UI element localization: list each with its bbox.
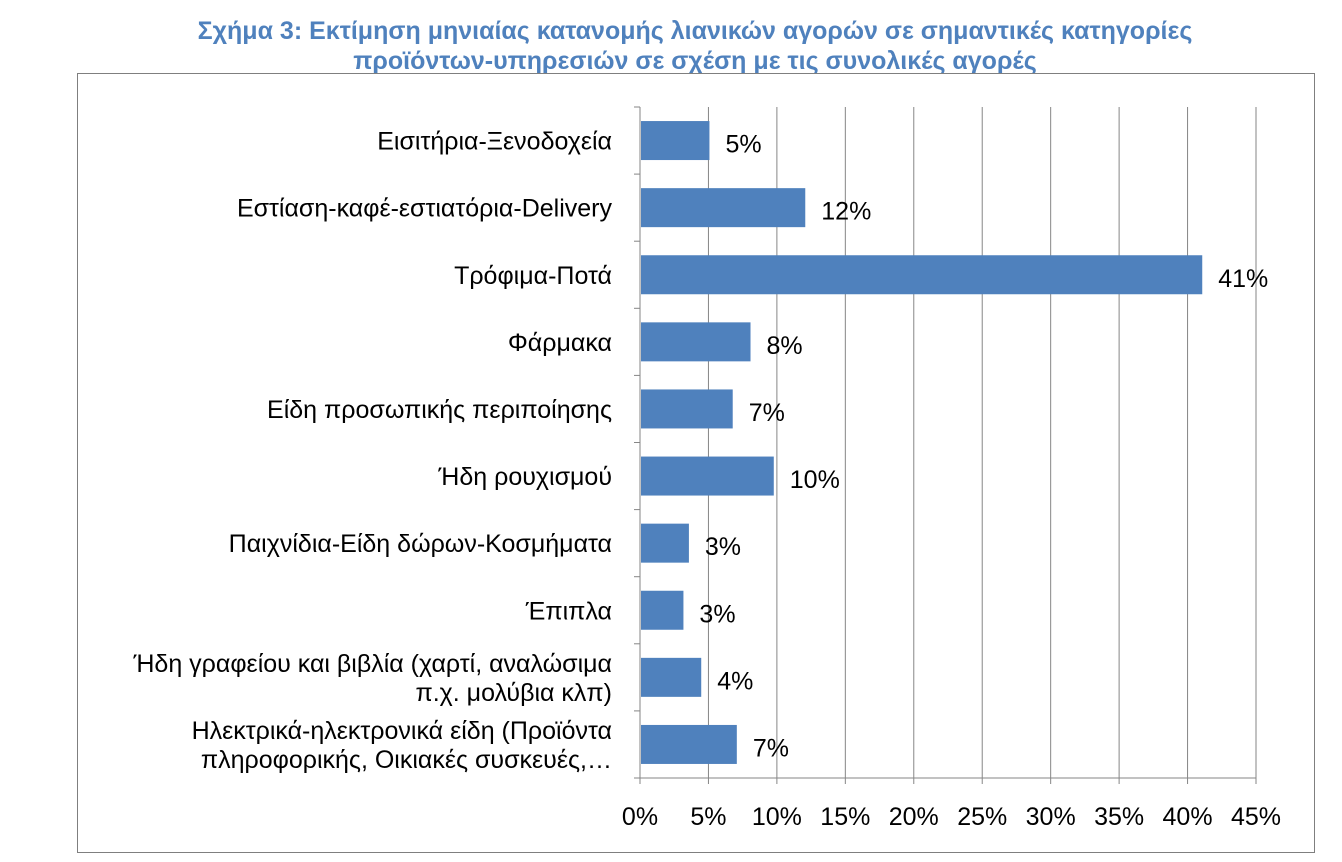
chart-frame (77, 73, 1315, 853)
category-label: Φάρμακα (508, 329, 612, 357)
category-label: π.χ. μολύβια κλπ) (415, 679, 612, 707)
data-label: 7% (749, 399, 785, 427)
x-tick-label: 0% (622, 803, 658, 831)
x-tick-label: 15% (820, 803, 870, 831)
x-tick-label: 45% (1231, 803, 1281, 831)
chart-title: Σχήμα 3: Εκτίμηση μηνιαίας κατανομής λια… (0, 16, 1342, 76)
bar (641, 456, 774, 496)
category-label: Ήδη γραφείου και βιβλία (χαρτί, αναλώσιμ… (132, 650, 612, 678)
x-tick-label: 30% (1026, 803, 1076, 831)
category-label: Εστίαση-καφέ-εστιατόρια-Delivery (237, 195, 613, 223)
x-tick-label: 35% (1094, 803, 1144, 831)
data-label: 4% (717, 667, 753, 695)
category-label: Έπιπλα (525, 597, 612, 625)
category-label: Παιχνίδια-Είδη δώρων-Κοσμήματα (229, 530, 612, 558)
data-label: 3% (699, 600, 735, 628)
bar (641, 188, 806, 228)
bar (641, 590, 684, 630)
x-tick-label: 25% (957, 803, 1007, 831)
data-label: 8% (767, 332, 803, 360)
data-label: 3% (705, 533, 741, 561)
category-label: Είδη προσωπικής περιποίησης (267, 396, 612, 424)
category-label: Ηλεκτρικά-ηλεκτρονικά είδη (Προϊόντα (192, 717, 612, 745)
chart-title-line-1: Σχήμα 3: Εκτίμηση μηνιαίας κατανομής λια… (197, 17, 1193, 45)
category-label: πληροφορικής, Οικιακές συσκευές,… (201, 746, 612, 774)
category-label: Εισιτήρια-Ξενοδοχεία (377, 128, 612, 156)
bar (641, 255, 1203, 295)
x-tick-label: 20% (889, 803, 939, 831)
x-tick-label: 10% (752, 803, 802, 831)
x-tick-label: 5% (690, 803, 726, 831)
bar (641, 121, 710, 161)
chart-title-line-2: προϊόντων-υπηρεσιών σε σχέση με τις συνο… (353, 47, 1037, 75)
data-label: 41% (1218, 265, 1268, 293)
data-label: 5% (725, 131, 761, 159)
bar (641, 389, 733, 429)
data-label: 7% (753, 734, 789, 762)
data-label: 12% (821, 198, 871, 226)
bar (641, 724, 737, 764)
bar (641, 523, 689, 563)
bar (641, 322, 751, 362)
category-label: Ήδη ρουχισμού (437, 463, 612, 491)
category-label: Τρόφιμα-Ποτά (454, 262, 612, 290)
data-label: 10% (790, 466, 840, 494)
x-tick-label: 40% (1163, 803, 1213, 831)
bar (641, 657, 702, 697)
